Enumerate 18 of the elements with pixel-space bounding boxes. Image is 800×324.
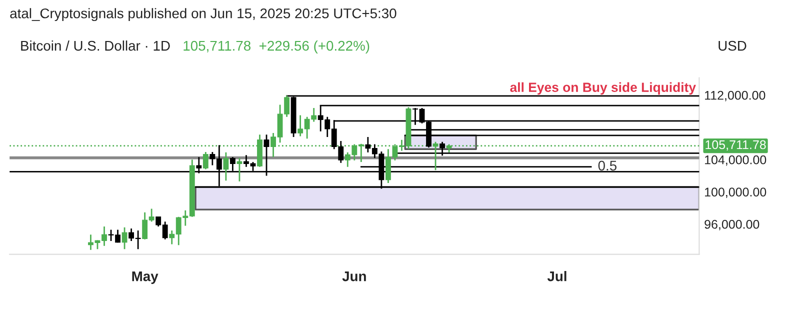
- ref-line-label: 105,711.78: [706, 140, 766, 151]
- candlestick: [202, 151, 208, 170]
- chart-title: Bitcoin / U.S. Dollar · 1D: [21, 40, 170, 51]
- x-tick-label: Jul: [547, 271, 566, 282]
- text: atal_Cryptosignals published on Jun 15, 2025 20:25 UTC+5:30: [10, 8, 396, 22]
- candlestick: [122, 226, 128, 250]
- x-tick-label: May: [132, 272, 158, 284]
- text: USD: [718, 40, 746, 51]
- chart-subtitle: 105,711.78 +229.56 (+0.22%): [184, 40, 370, 54]
- annotation: all Eyes on Buy side Liquidity: [510, 82, 696, 95]
- y-tick-label: 112,000.00: [705, 90, 766, 102]
- y-tick-label: 100,000.00: [705, 188, 766, 198]
- annotation: 0.5: [598, 160, 617, 171]
- y-tick-label: 104,000.00: [705, 155, 766, 166]
- x-tick-label: Jun: [342, 272, 366, 282]
- candlestick: [432, 141, 438, 171]
- candlestick: [223, 152, 229, 182]
- y-tick-label: 96,000.00: [704, 220, 760, 230]
